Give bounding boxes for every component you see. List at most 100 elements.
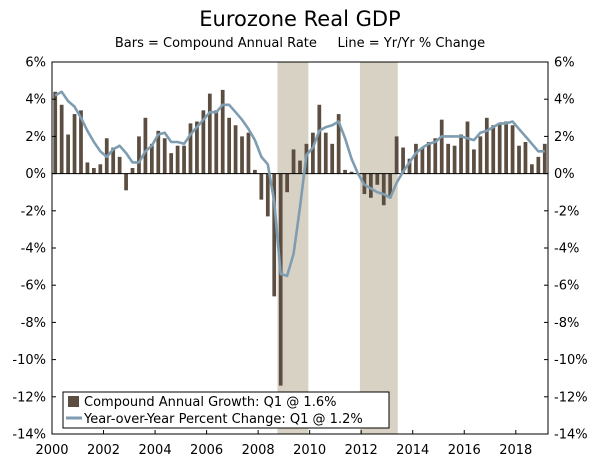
legend-bar-label: Compound Annual Growth: Q1 @ 1.6% bbox=[84, 395, 336, 410]
bar bbox=[446, 143, 451, 174]
bar bbox=[298, 160, 302, 174]
bar bbox=[497, 123, 502, 174]
bar bbox=[472, 149, 476, 174]
bar bbox=[491, 125, 496, 174]
x-tick-label: 2006 bbox=[190, 443, 223, 458]
legend: Compound Annual Growth: Q1 @ 1.6% Year-o… bbox=[62, 391, 390, 429]
y-tick-label-right: 0% bbox=[554, 167, 575, 182]
bar bbox=[156, 130, 161, 174]
bar bbox=[137, 136, 141, 174]
bar bbox=[79, 110, 83, 174]
bar bbox=[426, 141, 431, 174]
recession-band bbox=[359, 62, 398, 434]
x-tick-label: 2010 bbox=[293, 443, 326, 458]
bar-series bbox=[53, 89, 547, 386]
bar bbox=[420, 147, 425, 174]
bar bbox=[240, 136, 244, 174]
bar bbox=[414, 143, 418, 174]
bar bbox=[278, 173, 283, 386]
y-tick-label-right: -10% bbox=[554, 353, 588, 368]
bar bbox=[272, 173, 277, 297]
bar bbox=[124, 173, 128, 191]
bar bbox=[188, 123, 193, 174]
legend-line-label: Year-over-Year Percent Change: Q1 @ 1.2% bbox=[83, 412, 363, 427]
y-tick-label-right: -4% bbox=[554, 242, 579, 257]
bar bbox=[227, 117, 232, 174]
bar bbox=[201, 110, 206, 174]
y-tick-label-right: -12% bbox=[554, 390, 588, 405]
bar bbox=[182, 145, 186, 174]
y-tick-label-left: -10% bbox=[12, 353, 46, 368]
bar bbox=[530, 164, 534, 174]
bar bbox=[439, 119, 444, 174]
bar bbox=[336, 114, 341, 174]
bar bbox=[536, 156, 541, 174]
bar bbox=[465, 121, 470, 174]
bar bbox=[162, 138, 167, 174]
axes: 6% 6% 4% 4% 2% 2% 0% 0% -2% -2% -4% -4% -6% -6% -8% -8%… bbox=[12, 56, 587, 459]
x-tick-label: 2016 bbox=[448, 443, 481, 458]
bar bbox=[233, 125, 238, 174]
bar bbox=[311, 132, 315, 174]
bar bbox=[85, 162, 90, 174]
bar bbox=[452, 145, 457, 174]
series-line bbox=[54, 90, 545, 278]
bar bbox=[207, 93, 212, 174]
bar bbox=[143, 117, 148, 174]
line-series bbox=[54, 90, 545, 278]
bar bbox=[504, 121, 508, 174]
bar bbox=[349, 171, 354, 174]
bar bbox=[117, 156, 122, 174]
y-tick-label-left: 2% bbox=[25, 130, 46, 145]
bar bbox=[246, 132, 251, 174]
bar bbox=[59, 104, 64, 174]
bar bbox=[92, 168, 96, 174]
bar bbox=[98, 164, 103, 174]
chart-title: Eurozone Real GDP bbox=[199, 7, 401, 31]
y-tick-label-left: 0% bbox=[25, 167, 46, 182]
bar bbox=[220, 89, 225, 174]
bar bbox=[523, 141, 528, 174]
bar bbox=[542, 143, 547, 174]
y-tick-label-right: -14% bbox=[554, 428, 588, 443]
x-tick-label: 2018 bbox=[499, 443, 532, 458]
x-tick-label: 2002 bbox=[87, 443, 120, 458]
bar bbox=[433, 138, 438, 174]
bar bbox=[517, 145, 521, 174]
y-tick-label-right: -8% bbox=[554, 316, 579, 331]
y-tick-label-right: 6% bbox=[554, 56, 575, 71]
x-tick-label: 2000 bbox=[35, 443, 68, 458]
bar bbox=[149, 143, 154, 174]
bar bbox=[291, 149, 296, 174]
x-tick-label: 2004 bbox=[139, 443, 172, 458]
bar bbox=[317, 104, 322, 174]
bar bbox=[381, 173, 386, 206]
y-tick-label-left: -2% bbox=[21, 204, 46, 219]
bar bbox=[169, 153, 174, 174]
recession-shading bbox=[277, 62, 398, 434]
legend-box bbox=[62, 391, 390, 429]
bar bbox=[285, 173, 289, 193]
y-tick-label-left: -6% bbox=[21, 279, 46, 294]
y-tick-label-right: -6% bbox=[554, 279, 579, 294]
bar bbox=[484, 117, 489, 174]
bar bbox=[375, 173, 380, 185]
bar bbox=[478, 136, 483, 174]
bar bbox=[394, 136, 399, 174]
y-tick-label-right: -2% bbox=[554, 204, 579, 219]
bar bbox=[323, 132, 328, 174]
y-tick-label-right: 2% bbox=[554, 130, 575, 145]
bar bbox=[72, 114, 77, 174]
bar bbox=[265, 173, 270, 217]
legend-bar-swatch bbox=[68, 396, 79, 407]
bar bbox=[330, 143, 335, 174]
bar bbox=[459, 134, 463, 174]
x-tick-label: 2014 bbox=[396, 443, 429, 458]
bar bbox=[253, 169, 257, 174]
chart-subtitle: Bars = Compound Annual Rate Line = Yr/Yr… bbox=[114, 36, 486, 51]
y-tick-label-left: 4% bbox=[25, 93, 46, 108]
bar bbox=[66, 134, 70, 174]
bar bbox=[214, 110, 219, 174]
bar bbox=[175, 145, 180, 174]
